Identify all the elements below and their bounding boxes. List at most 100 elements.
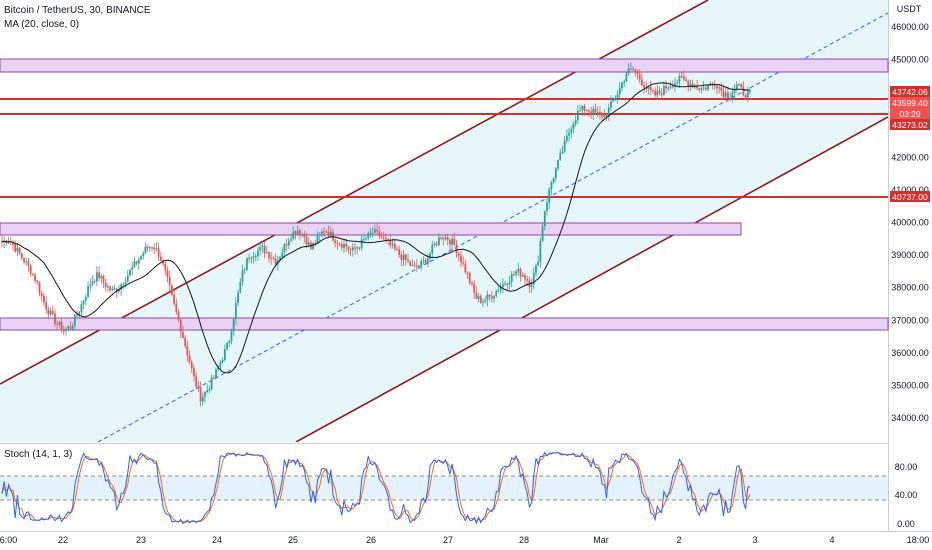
candle[interactable]	[568, 127, 570, 142]
candle[interactable]	[144, 242, 147, 255]
candle[interactable]	[583, 103, 586, 116]
candle[interactable]	[632, 66, 634, 72]
candle[interactable]	[170, 283, 173, 297]
candle[interactable]	[351, 243, 354, 257]
candle[interactable]	[219, 360, 222, 371]
candle[interactable]	[396, 245, 398, 252]
candle[interactable]	[387, 238, 390, 246]
candle[interactable]	[290, 234, 292, 243]
candle[interactable]	[49, 307, 52, 317]
candle[interactable]	[47, 306, 50, 320]
candle[interactable]	[460, 250, 462, 268]
candle[interactable]	[592, 106, 595, 120]
currency-label[interactable]: USDT	[897, 4, 922, 14]
candle[interactable]	[29, 264, 32, 277]
candle[interactable]	[663, 80, 665, 97]
candle[interactable]	[109, 285, 112, 294]
candle[interactable]	[687, 79, 690, 92]
candle[interactable]	[513, 270, 515, 277]
candle[interactable]	[84, 293, 87, 306]
candle[interactable]	[12, 239, 14, 251]
candle[interactable]	[354, 242, 356, 255]
candle[interactable]	[312, 241, 315, 251]
candle[interactable]	[382, 231, 385, 241]
candle[interactable]	[159, 251, 162, 262]
candle[interactable]	[38, 281, 41, 297]
candle[interactable]	[287, 237, 290, 250]
candle[interactable]	[524, 272, 526, 285]
candle[interactable]	[325, 229, 328, 234]
candle[interactable]	[321, 228, 323, 238]
candle[interactable]	[444, 234, 447, 241]
candle[interactable]	[373, 224, 376, 235]
candle[interactable]	[618, 81, 621, 100]
candle[interactable]	[638, 68, 641, 84]
candle[interactable]	[468, 271, 471, 286]
candle[interactable]	[34, 273, 36, 284]
candle[interactable]	[418, 264, 420, 270]
candle[interactable]	[69, 321, 72, 330]
candle[interactable]	[411, 259, 414, 267]
candle[interactable]	[371, 227, 374, 238]
candle[interactable]	[36, 279, 39, 286]
candle[interactable]	[519, 267, 522, 282]
candle[interactable]	[409, 259, 412, 267]
candle[interactable]	[177, 308, 180, 323]
candle[interactable]	[623, 79, 626, 87]
candle[interactable]	[184, 335, 187, 349]
candle[interactable]	[700, 86, 703, 94]
candle[interactable]	[442, 236, 445, 246]
candle[interactable]	[581, 105, 584, 117]
candle[interactable]	[16, 243, 19, 257]
candle[interactable]	[45, 296, 48, 314]
candle[interactable]	[504, 280, 506, 286]
stoch-k-line[interactable]	[1, 451, 751, 525]
candle[interactable]	[329, 226, 332, 238]
candle[interactable]	[82, 299, 85, 310]
candle[interactable]	[148, 246, 151, 252]
candle[interactable]	[73, 314, 76, 330]
candle[interactable]	[616, 90, 619, 104]
candle[interactable]	[471, 280, 473, 287]
stoch-legend[interactable]: Stoch (14, 1, 3)	[4, 449, 73, 460]
candle[interactable]	[603, 109, 606, 119]
candle[interactable]	[232, 317, 235, 336]
candle[interactable]	[552, 177, 555, 185]
candle[interactable]	[385, 233, 387, 244]
candle[interactable]	[140, 255, 142, 261]
candle[interactable]	[199, 381, 202, 407]
candle[interactable]	[298, 228, 301, 240]
candle[interactable]	[230, 328, 233, 345]
candle[interactable]	[122, 282, 125, 290]
candle[interactable]	[729, 91, 732, 101]
candle[interactable]	[437, 233, 440, 247]
candle[interactable]	[440, 236, 442, 241]
price-label-badge[interactable]: 03:29	[890, 108, 930, 119]
candle[interactable]	[731, 88, 734, 102]
candle[interactable]	[131, 262, 134, 276]
candle[interactable]	[285, 238, 288, 251]
candle[interactable]	[515, 269, 518, 278]
candle[interactable]	[415, 259, 418, 272]
candle[interactable]	[453, 232, 456, 246]
candle[interactable]	[234, 297, 237, 325]
candle[interactable]	[349, 247, 352, 257]
candle[interactable]	[367, 231, 370, 241]
candle[interactable]	[248, 253, 251, 263]
candle[interactable]	[334, 236, 337, 248]
candle[interactable]	[477, 293, 480, 303]
candle[interactable]	[548, 187, 551, 210]
candle[interactable]	[56, 320, 59, 330]
candle[interactable]	[404, 253, 407, 266]
candle[interactable]	[685, 75, 687, 82]
candle[interactable]	[676, 79, 679, 88]
candle[interactable]	[135, 260, 138, 266]
candle[interactable]	[20, 252, 23, 261]
candle[interactable]	[252, 251, 255, 264]
candle[interactable]	[574, 113, 577, 127]
candle[interactable]	[93, 278, 96, 285]
candle[interactable]	[711, 81, 714, 90]
candle[interactable]	[43, 292, 45, 306]
